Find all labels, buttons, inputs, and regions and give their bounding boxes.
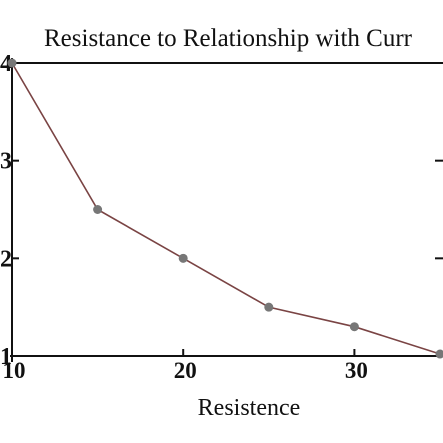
data-point [93, 205, 103, 214]
x-axis-label: Resistence [198, 395, 301, 421]
y-tick-label: 2 [0, 246, 12, 272]
y-ticks: 1 2 3 4 [0, 51, 443, 370]
x-tick-label: 30 [345, 358, 368, 383]
data-point [264, 302, 274, 312]
x-ticks: 10 20 30 [3, 349, 368, 383]
data-point [178, 253, 188, 263]
chart-title: Resistance to Relationship with Curr [44, 25, 413, 52]
data-point [349, 322, 359, 332]
y-tick-label: 3 [0, 149, 12, 175]
x-tick-label: 20 [174, 358, 197, 383]
series-group [7, 58, 443, 359]
y-tick-label: 4 [0, 51, 12, 77]
data-point [435, 349, 443, 359]
y-tick-label: 1 [0, 344, 12, 370]
x-tick-label: 10 [3, 358, 26, 383]
data-point [7, 58, 17, 68]
series-line [11, 62, 441, 355]
